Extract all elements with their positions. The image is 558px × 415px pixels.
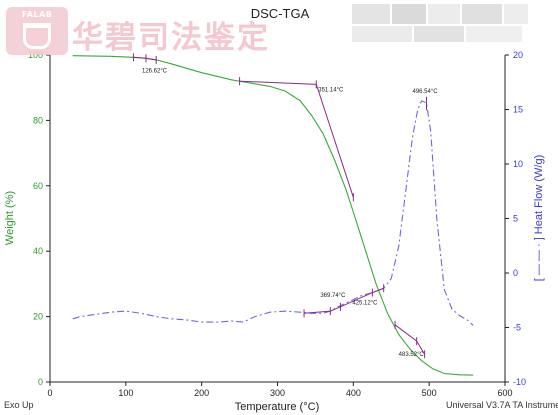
y-left-tick-label: 80 (33, 115, 43, 125)
heat-flow-series-line (72, 100, 474, 326)
lab-seal-watermark: FALAB (6, 7, 68, 55)
onset-construction-line (394, 324, 426, 355)
y-right-tick-label: 5 (513, 214, 518, 224)
y-left-tick-label: 20 (33, 312, 43, 322)
annotation-label: 369.74°C (320, 293, 346, 299)
redacted-block (466, 26, 522, 42)
y-right-tick-label: 0 (513, 268, 518, 278)
redacted-block (352, 4, 390, 24)
y-left-tick-label: 100 (28, 50, 43, 60)
redacted-block (414, 26, 464, 42)
redacted-block (504, 4, 528, 24)
y-left-tick-label: 40 (33, 246, 43, 256)
y-left-axis-label: Weight (%) (4, 191, 16, 245)
lab-name-watermark: 华碧司法鉴定 (72, 20, 270, 56)
x-tick-label: 100 (118, 388, 133, 398)
y-left-tick-label: 60 (33, 181, 43, 191)
y-left-axis-ticks: 0 20 40 60 80 100 (28, 50, 50, 387)
annotation-label: 425.12°C (352, 301, 378, 307)
y-right-tick-label: 15 (513, 105, 523, 115)
y-left-tick-label: 0 (38, 377, 43, 387)
y-right-tick-label: -10 (513, 377, 526, 387)
annotation-layer: 126.62°C 351.14°C 496.54°C 425.12°C 369.74°C… (132, 53, 439, 359)
redacted-block (392, 4, 426, 24)
chart-title: DSC-TGA (251, 6, 310, 21)
weight-series-line (72, 55, 474, 376)
x-tick-label: 300 (270, 388, 285, 398)
shield-icon (23, 23, 51, 49)
annotation-label: 351.14°C (318, 87, 344, 93)
redacted-block (428, 4, 460, 24)
x-tick-label: 600 (497, 388, 512, 398)
x-axis-label: Temperature (°C) (235, 401, 319, 413)
x-tick-label: 400 (346, 388, 361, 398)
redacted-block (352, 26, 412, 42)
annotation-label: 483.52°C (399, 352, 425, 358)
x-tick-label: 500 (422, 388, 437, 398)
footer-left: Exo Up (4, 400, 34, 410)
x-tick-label: 200 (194, 388, 209, 398)
footer-right: Universal V3.7A TA Instruments (446, 400, 558, 410)
annotation-label: 126.62°C (142, 68, 168, 74)
seal-text: FALAB (21, 10, 53, 19)
y-right-axis-label: [ — — · ] Heat Flow (W/g) (533, 155, 545, 282)
annotation-label: 496.54°C (413, 89, 439, 95)
y-right-tick-label: 10 (513, 159, 523, 169)
series-layer (72, 55, 474, 376)
x-tick-label: 0 (47, 388, 52, 398)
y-right-tick-label: -5 (513, 323, 521, 333)
y-right-axis-ticks: -10 -5 0 5 10 15 20 (505, 50, 526, 387)
y-right-tick-label: 20 (513, 50, 523, 60)
redacted-block (462, 4, 502, 24)
x-axis-ticks: 0 100 200 300 400 500 600 (47, 382, 513, 398)
